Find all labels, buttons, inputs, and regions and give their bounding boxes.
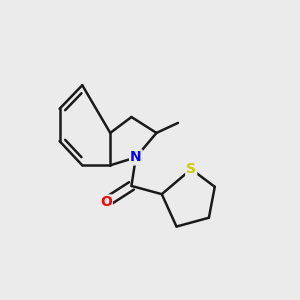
Text: O: O bbox=[100, 195, 112, 209]
Text: N: N bbox=[130, 150, 142, 164]
Text: S: S bbox=[186, 162, 196, 176]
